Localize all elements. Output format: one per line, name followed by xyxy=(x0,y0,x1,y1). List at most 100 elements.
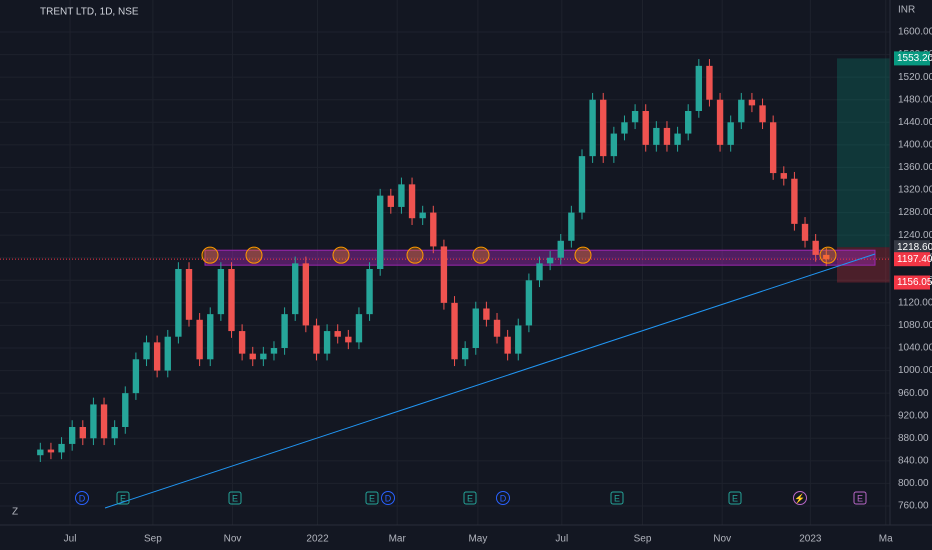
candle-body xyxy=(451,302,458,360)
y-tick-label: 1080.00 xyxy=(898,320,932,331)
chart-title: TRENT LTD, 1D, NSE xyxy=(40,7,139,18)
candle-body xyxy=(207,314,214,360)
price-label-bg xyxy=(894,240,930,255)
candle-body xyxy=(748,99,756,106)
candle-body xyxy=(706,65,713,100)
candle-body xyxy=(557,240,564,258)
candle-body xyxy=(430,212,437,247)
candle-body xyxy=(355,314,363,343)
event-marker xyxy=(381,491,395,505)
candle-body xyxy=(525,280,533,326)
y-tick-label: 880.00 xyxy=(898,433,929,444)
candle-body xyxy=(791,178,798,224)
candle-body xyxy=(823,254,830,260)
candle-body xyxy=(323,331,331,354)
candle-body xyxy=(238,331,246,354)
candle-body xyxy=(270,348,278,354)
y-tick-label: 1600.00 xyxy=(898,27,932,38)
candle-body xyxy=(738,99,745,123)
candle-body xyxy=(642,111,649,145)
y-tick-label: 1240.00 xyxy=(898,230,932,241)
candle-body xyxy=(68,427,76,444)
candle-body xyxy=(249,353,256,360)
event-label: E xyxy=(369,493,375,503)
event-label: E xyxy=(614,493,620,503)
y-tick-label: 1360.00 xyxy=(898,162,932,173)
candle-body xyxy=(621,122,628,134)
candle-body xyxy=(769,122,777,174)
event-label: E xyxy=(120,493,126,503)
candle-body xyxy=(217,269,225,315)
candle-body xyxy=(281,314,288,348)
event-marker xyxy=(365,491,379,505)
candle-body xyxy=(408,184,416,219)
y-tick-label: 1120.00 xyxy=(898,297,932,308)
x-tick-label: Nov xyxy=(224,534,242,545)
price-label-bg xyxy=(894,275,930,290)
y-tick-label: 760.00 xyxy=(898,501,929,512)
candle-body xyxy=(440,246,448,303)
candle-body xyxy=(387,195,394,207)
candle-body xyxy=(801,223,809,241)
y-tick-label: 840.00 xyxy=(898,455,929,466)
event-label: E xyxy=(232,493,238,503)
highlight-circle xyxy=(406,246,424,264)
y-tick-label: 1480.00 xyxy=(898,94,932,105)
event-marker xyxy=(728,491,742,505)
candle-body xyxy=(610,133,618,157)
candle-body xyxy=(37,449,44,456)
highlight-circle xyxy=(574,246,592,264)
candle-body xyxy=(302,263,310,326)
corner-mark: Z xyxy=(12,507,18,518)
candle-body xyxy=(334,331,341,337)
x-tick-label: Sep xyxy=(144,534,162,545)
candle-body xyxy=(461,348,469,360)
event-marker xyxy=(75,491,89,505)
candle-body xyxy=(727,122,734,145)
candle-body xyxy=(780,173,787,179)
price-label: 1553.20 xyxy=(897,53,932,64)
event-marker xyxy=(116,491,130,505)
x-tick-label: Nov xyxy=(713,534,731,545)
axis: 760.00 800.00 840.00 880.00 920.00 960.00 1000… xyxy=(64,27,932,545)
event-label: E xyxy=(467,493,473,503)
price-label: 1197.40 xyxy=(897,254,932,265)
candle-body xyxy=(185,269,193,320)
candle-body xyxy=(313,325,320,354)
highlight-circle xyxy=(472,246,490,264)
candle-body xyxy=(398,184,405,207)
y-tick-label: 800.00 xyxy=(898,478,929,489)
y-tick-label: 1520.00 xyxy=(898,72,932,83)
candle-body xyxy=(759,105,766,123)
candle-body xyxy=(58,443,65,453)
event-label: E xyxy=(857,493,863,503)
candle-body xyxy=(653,127,660,145)
target-zone xyxy=(837,58,890,248)
candle-body xyxy=(47,449,55,453)
candle-body xyxy=(483,308,490,320)
candle-body xyxy=(716,99,724,145)
event-marker xyxy=(853,491,867,505)
candle-body xyxy=(122,393,129,427)
candle-body xyxy=(493,319,501,337)
candle-body xyxy=(100,404,108,439)
candle-body xyxy=(663,127,671,145)
candle-body xyxy=(536,263,543,281)
y-tick-label: 1000.00 xyxy=(898,365,932,376)
y-tick-label: 1400.00 xyxy=(898,139,932,150)
candle-body xyxy=(589,99,596,157)
price-label-bg xyxy=(894,51,930,66)
candle-body xyxy=(812,240,819,255)
x-tick-label: May xyxy=(468,534,487,545)
candle-body xyxy=(175,269,182,337)
candle-body xyxy=(631,111,639,123)
trend-line xyxy=(104,253,876,509)
candle-body xyxy=(345,336,352,343)
candle-body xyxy=(143,342,150,360)
candle-body xyxy=(111,427,118,439)
x-tick-label: 2023 xyxy=(799,534,822,545)
candle-body xyxy=(419,212,426,219)
candle-body xyxy=(260,353,267,360)
x-tick-label: Jul xyxy=(64,534,77,545)
